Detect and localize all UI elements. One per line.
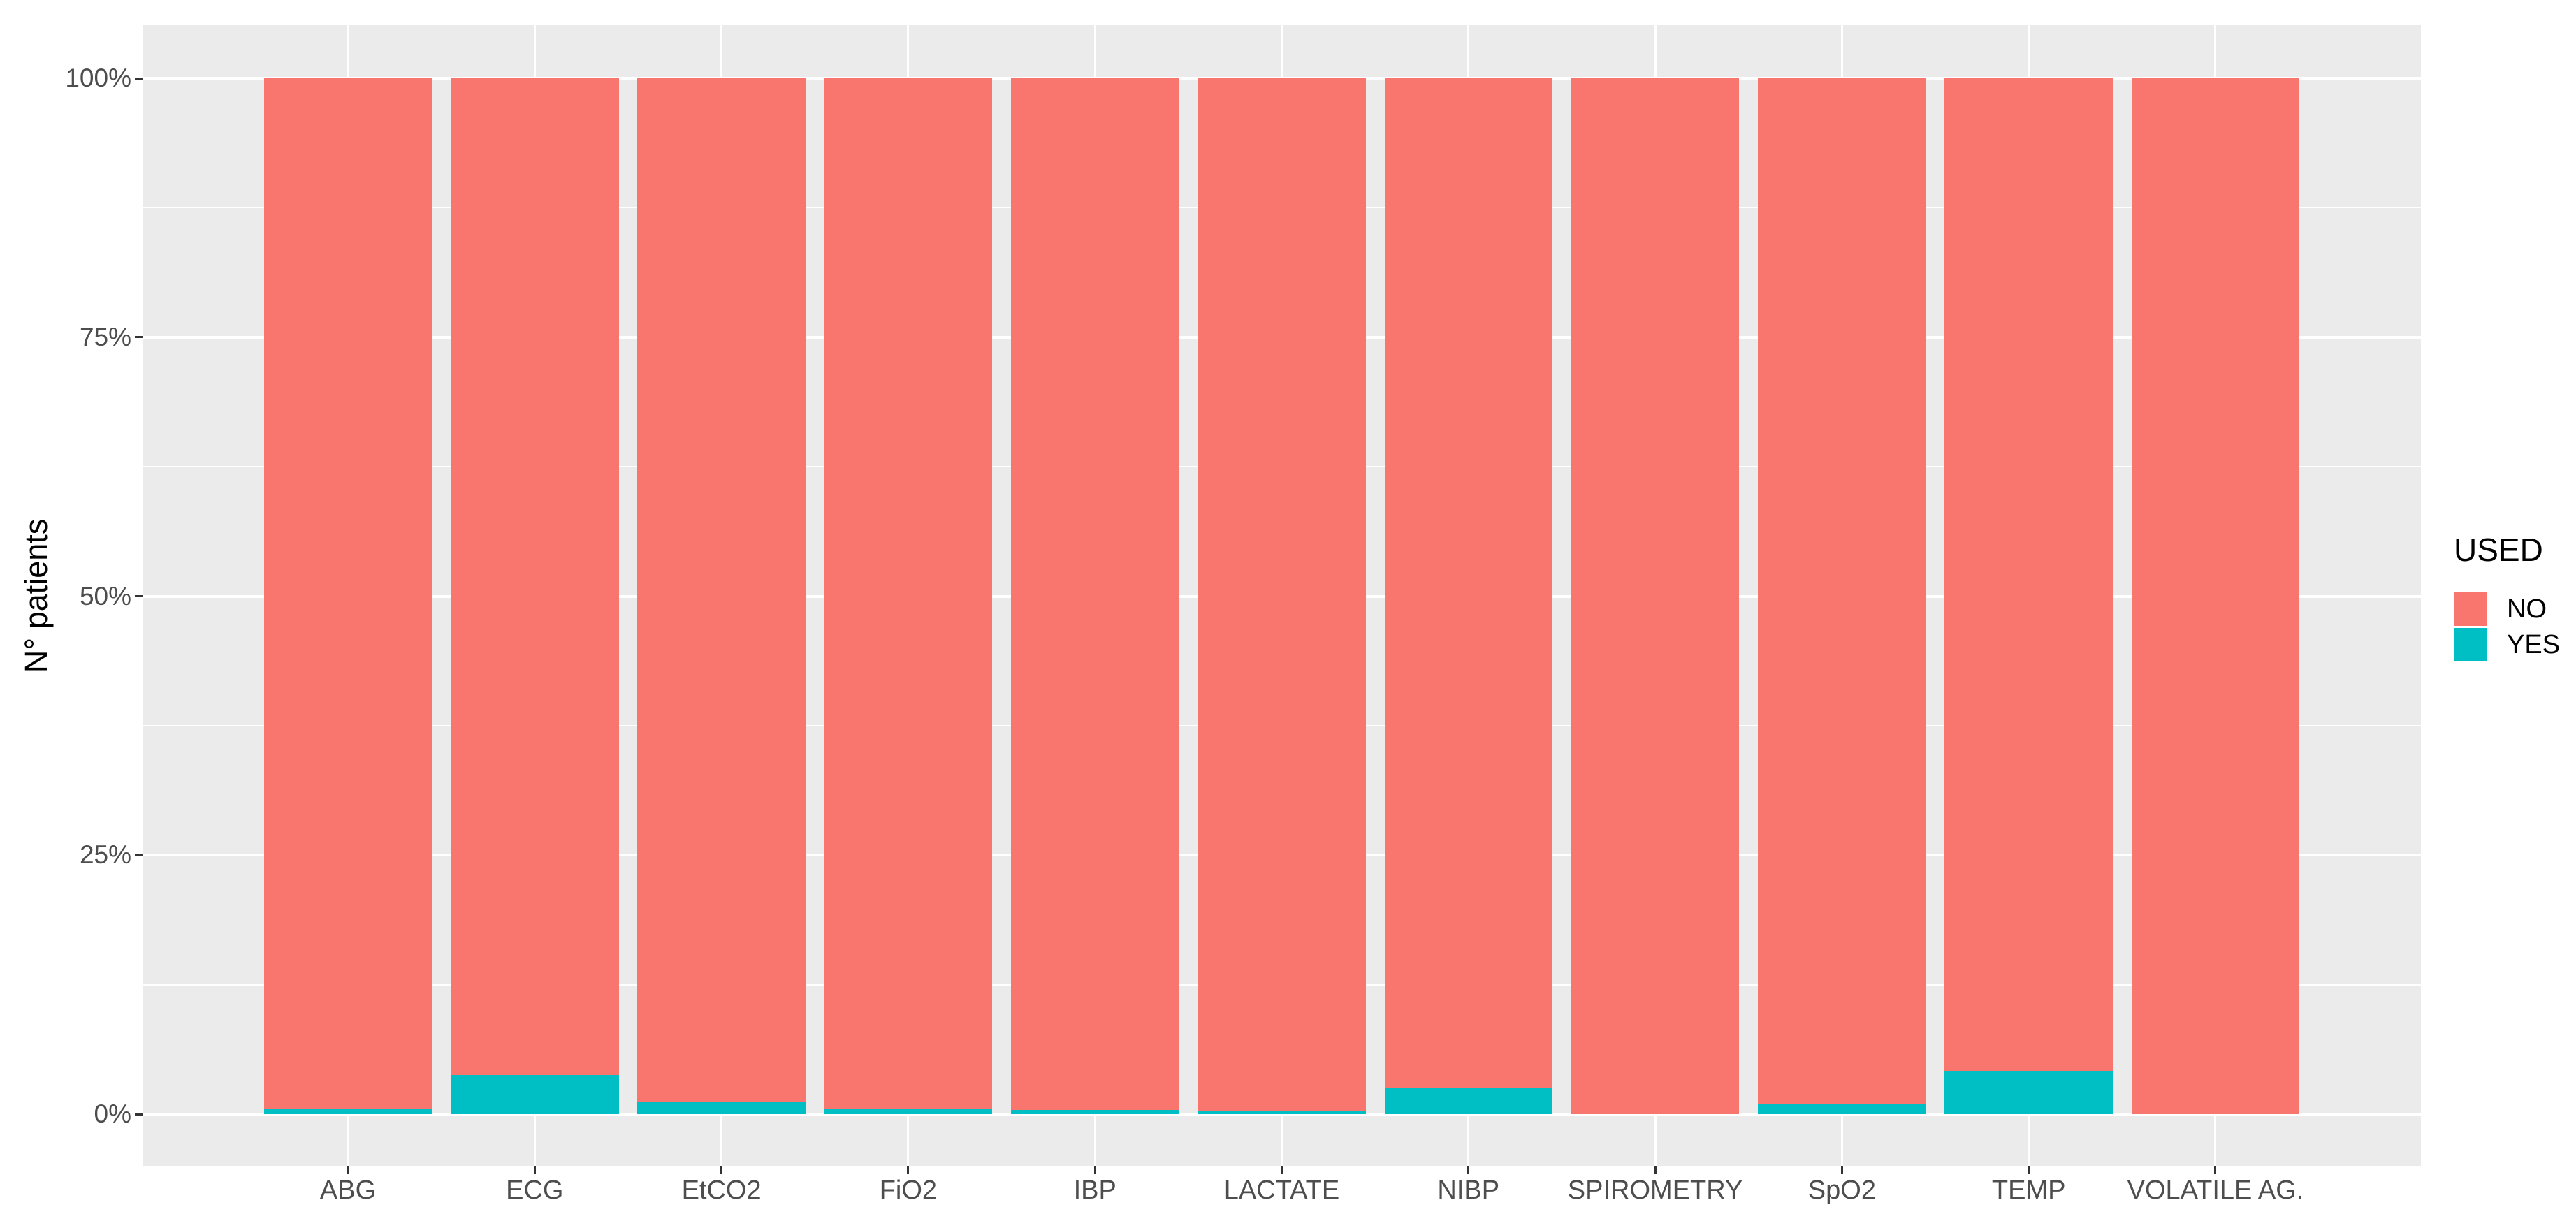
- bar-segment-yes: [1758, 1104, 1926, 1114]
- x-tick-label: SpO2: [1807, 1176, 1876, 1205]
- bar-lactate: [1198, 78, 1366, 1114]
- y-tick-mark: [135, 854, 143, 856]
- bar-segment-no: [637, 78, 806, 1102]
- bar-segment-yes: [1010, 1110, 1179, 1114]
- x-tick-mark: [2028, 1166, 2030, 1174]
- x-tick-mark: [1093, 1166, 1096, 1174]
- x-tick-mark: [1840, 1166, 1843, 1174]
- x-tick-mark: [907, 1166, 910, 1174]
- plot-panel: [143, 25, 2421, 1166]
- y-tick-mark: [135, 77, 143, 80]
- x-tick-mark: [1281, 1166, 1283, 1174]
- y-tick-label: 25%: [79, 840, 131, 870]
- y-tick-label: 50%: [79, 581, 131, 610]
- x-tick-mark: [2214, 1166, 2217, 1174]
- legend: USED NO YES: [2454, 531, 2576, 664]
- x-tick-label: FiO2: [879, 1176, 938, 1205]
- x-tick-mark: [1654, 1166, 1657, 1174]
- bar-segment-no: [1571, 78, 1740, 1114]
- bar-segment-no: [1758, 78, 1926, 1104]
- legend-swatch-no: [2454, 592, 2487, 626]
- bar-ibp: [1010, 78, 1179, 1114]
- bar-segment-no: [263, 78, 432, 1109]
- x-tick-mark: [347, 1166, 349, 1174]
- bar-segment-yes: [637, 1102, 806, 1114]
- x-tick-mark: [1467, 1166, 1470, 1174]
- legend-swatch-yes: [2454, 628, 2487, 661]
- bar-abg: [263, 78, 432, 1114]
- bar-segment-no: [2131, 78, 2300, 1114]
- y-tick-mark: [135, 595, 143, 597]
- y-tick-label: 0%: [94, 1099, 131, 1128]
- bar-segment-yes: [1384, 1088, 1553, 1114]
- x-tick-label: IBP: [1073, 1176, 1116, 1205]
- legend-entry-no: NO: [2454, 592, 2576, 626]
- y-tick-label: 75%: [79, 322, 131, 351]
- bar-segment-no: [1384, 78, 1553, 1088]
- x-tick-label: SPIROMETRY: [1567, 1176, 1743, 1205]
- bar-segment-yes: [1944, 1070, 2113, 1114]
- legend-title: USED: [2454, 532, 2543, 568]
- bar-temp: [1944, 78, 2113, 1114]
- y-tick-label: 100%: [65, 64, 131, 92]
- bar-nibp: [1384, 78, 1553, 1114]
- legend-label: YES: [2507, 629, 2561, 659]
- x-tick-label: ABG: [319, 1176, 377, 1205]
- bar-segment-no: [1010, 78, 1179, 1111]
- bar-segment-yes: [263, 1109, 432, 1114]
- x-tick-label: NIBP: [1437, 1176, 1500, 1205]
- bar-segment-no: [824, 78, 993, 1109]
- x-tick-label: LACTATE: [1223, 1176, 1340, 1205]
- x-tick-label: TEMP: [1991, 1176, 2066, 1205]
- x-tick-label: ECG: [506, 1176, 564, 1205]
- bar-ecg: [451, 78, 619, 1114]
- bar-segment-yes: [451, 1074, 619, 1114]
- x-tick-mark: [720, 1166, 723, 1174]
- bar-spo2: [1758, 78, 1926, 1114]
- legend-entry-yes: YES: [2454, 628, 2576, 661]
- bar-volatile-ag-: [2131, 78, 2300, 1114]
- bar-spirometry: [1571, 78, 1740, 1114]
- bar-segment-no: [1198, 78, 1366, 1111]
- legend-label: NO: [2507, 594, 2547, 624]
- y-tick-mark: [135, 1113, 143, 1116]
- y-tick-mark: [135, 336, 143, 339]
- bar-segment-yes: [824, 1109, 993, 1114]
- x-tick-mark: [533, 1166, 536, 1174]
- bar-fio2: [824, 78, 993, 1114]
- bar-segment-yes: [1198, 1111, 1366, 1114]
- bar-segment-no: [1944, 78, 2113, 1071]
- x-tick-label: EtCO2: [681, 1176, 762, 1205]
- x-tick-label: VOLATILE AG.: [2127, 1176, 2304, 1205]
- bar-etco2: [637, 78, 806, 1114]
- legend-entries: NO YES: [2454, 592, 2576, 661]
- bar-segment-no: [451, 78, 619, 1075]
